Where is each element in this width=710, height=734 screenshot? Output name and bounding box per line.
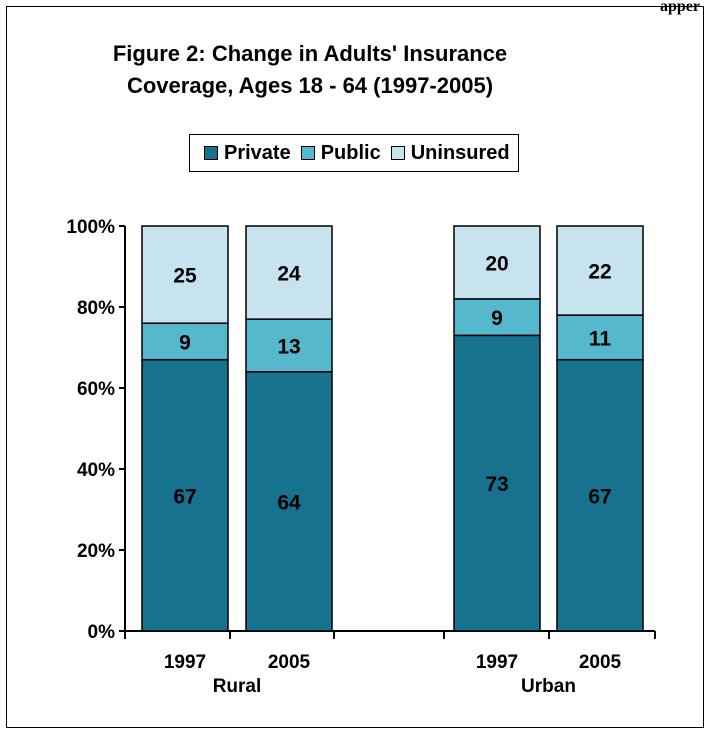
data-label: 20 [485,252,508,275]
bar-segment-public [453,298,541,337]
x-tick-label: 1997 [164,652,206,673]
bar-segment-public [141,322,229,361]
chart-title-line-2: Coverage, Ages 18 - 64 (1997-2005) [126,73,494,98]
legend-item-private: Private [204,142,291,165]
legend-swatch-private [204,146,218,160]
bar-segment-private [453,334,541,632]
data-label: 73 [485,473,508,496]
data-label: 9 [491,307,503,330]
data-label: 11 [589,327,612,350]
chart-legend: Private Public Uninsured [189,134,519,172]
data-label: 67 [588,485,611,508]
x-group-label: Urban [521,676,576,697]
bar-segment-private [556,358,644,632]
bar-segment-uninsured [245,225,333,320]
x-tick-label: 2005 [268,652,311,673]
bar-segment-private [141,358,229,632]
bar-segment-public [245,318,333,373]
page-header: apper [660,0,700,15]
y-tick-label: 20% [77,541,115,562]
x-tick-label: 1997 [476,652,518,673]
legend-item-public: Public [300,141,381,165]
x-group-label: Rural [213,676,262,697]
data-label: 25 [173,265,197,288]
bar-segment-uninsured [556,225,644,316]
y-tick-label: 80% [77,298,115,319]
chart-title-line-1: Figure 2: Change in Adults' Insurance [112,41,508,66]
y-tick-label: 0% [88,622,116,643]
y-tick-label: 100% [66,217,115,238]
bar-segment-uninsured [453,225,541,300]
bar-segment-uninsured [141,225,229,324]
legend-item-uninsured: Uninsured [390,141,510,165]
data-label: 24 [277,263,301,286]
legend-swatch-public [300,146,315,160]
bar-segment-public [556,314,644,361]
chart-title: Figure 2: Change in Adults' Insurance Co… [60,38,560,102]
y-tick-label: 60% [77,379,115,400]
data-label: 9 [179,331,191,354]
data-label: 67 [173,485,196,508]
data-label: 64 [277,491,301,514]
y-tick-label: 40% [77,460,115,481]
legend-label-public: Public [320,141,381,164]
legend-label-uninsured: Uninsured [410,141,510,164]
x-tick-label: 2005 [579,652,622,673]
data-label: 13 [277,335,300,358]
legend-swatch-uninsured [390,146,405,160]
data-label: 22 [588,261,611,284]
legend-label-private: Private [224,141,291,164]
bar-segment-private [245,371,333,632]
